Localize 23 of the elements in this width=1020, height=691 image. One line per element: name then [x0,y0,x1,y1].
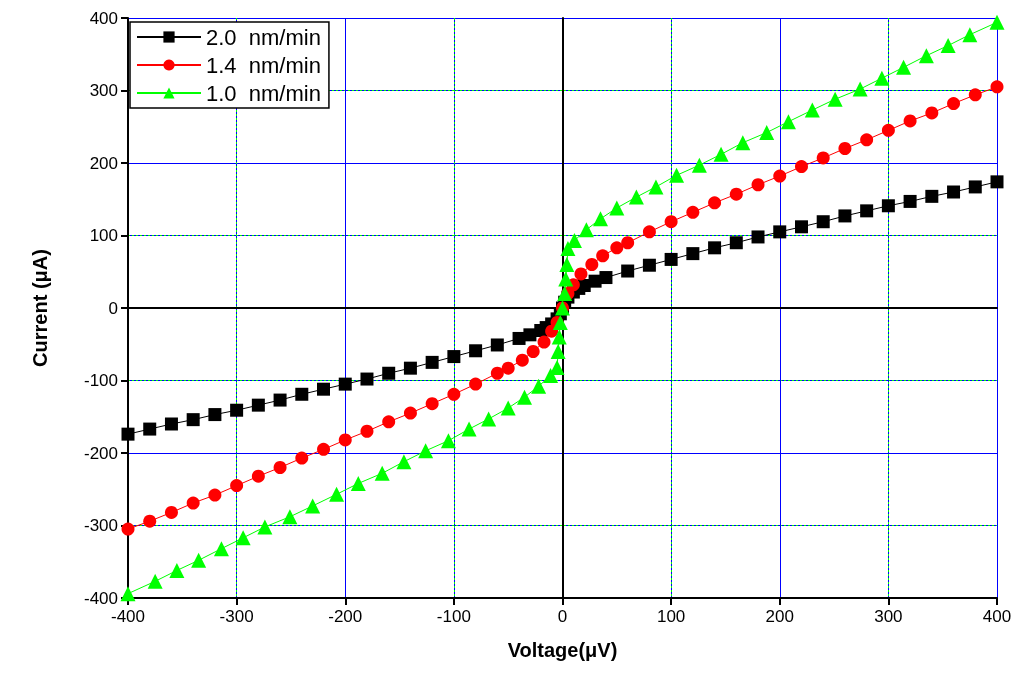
y-tick-label: -400 [83,588,118,608]
y-tick-label: -100 [83,371,118,390]
x-tick-label: -300 [219,607,254,626]
x-tick-label: 300 [874,607,903,626]
y-tick-label: 400 [89,8,118,28]
x-tick-label: -400 [110,607,146,626]
y-tick-label: -200 [83,443,118,463]
x-tick-label: 200 [765,607,794,626]
y-tick-label: -300 [83,516,118,535]
x-tick-label: -100 [436,607,471,626]
legend-label: 1.4 nm/min [206,52,321,78]
x-tick-label: 100 [656,607,686,626]
y-tick-label: 0 [108,298,118,318]
x-tick-label: 0 [557,607,568,626]
y-axis-title: Current (μA) [29,249,51,367]
x-tick-label: -200 [328,607,363,626]
legend-label: 2.0 nm/min [206,24,321,50]
x-tick-label: 400 [982,607,1012,626]
legend-label: 1.0 nm/min [206,80,321,106]
x-axis-title: Voltage(μV) [507,639,618,661]
y-tick-label: 100 [89,226,118,245]
y-tick-label: 200 [89,153,118,173]
y-tick-label: 300 [89,81,118,100]
